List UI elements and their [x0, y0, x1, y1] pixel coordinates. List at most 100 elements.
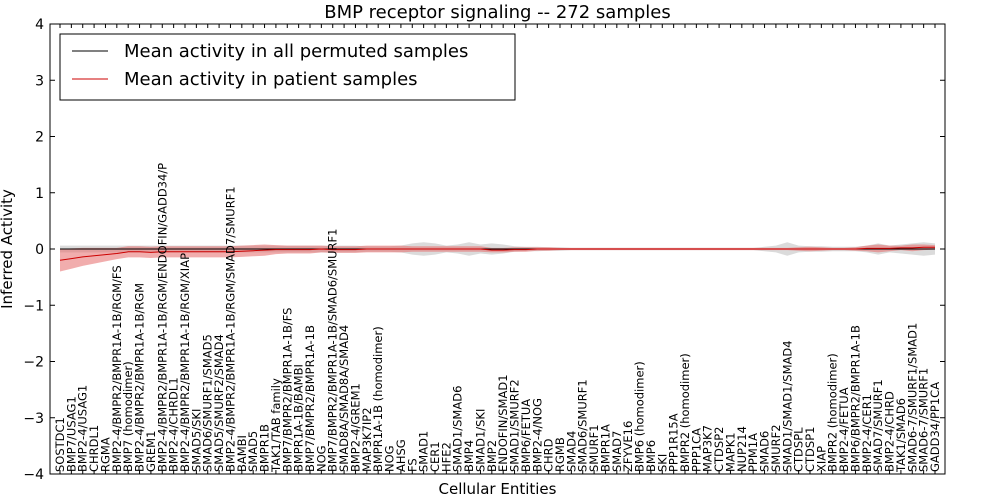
x-tick-label: PPM1A: [746, 433, 760, 472]
y-tick-label: −2: [23, 355, 44, 371]
x-tick-label: SMAD6-7/SMURF1/SMAD1: [905, 323, 919, 472]
x-tick-label: BMP7/BMPR2/BMPR1A-1B/FS: [280, 308, 294, 472]
legend: Mean activity in all permuted samples Mea…: [59, 33, 516, 101]
x-tick-label: CTDSP2: [712, 427, 726, 472]
legend-label-2: Mean activity in patient samples: [124, 69, 418, 90]
x-tick-label: SMAD8A/SMAD8A/SMAD4: [337, 325, 351, 472]
x-axis-label: Cellular Entities: [439, 480, 557, 498]
x-tick-label: BMP6: [644, 440, 658, 472]
axis-ticks: −4 −3 −2 −1 0 1 2 3 4: [23, 17, 945, 483]
x-tick-label: BMP2-4/FETUA: [837, 387, 851, 472]
x-tick-label: BMP2: [485, 440, 499, 472]
x-tick-label: SMAD5/SMURF2/SMAD4: [212, 334, 226, 472]
x-tick-label: MAP3K7IP2: [360, 407, 374, 472]
plot-frame: [49, 23, 946, 475]
x-tick-label: BMPR1A-1B/BAMBI: [292, 364, 306, 472]
x-tick-label: TAK1/SMAD6: [894, 398, 908, 473]
x-tick-label: BMPR2 (homodimer): [678, 353, 692, 472]
x-tick-label: MAP3K7: [701, 425, 715, 472]
x-tick-label: BMP6/BMPR2/BMPR1A-1B: [848, 325, 862, 472]
legend-box: [59, 33, 516, 101]
x-tick-label: SMAD1/SMAD6: [451, 386, 465, 472]
x-tick-label: TAK1/TAB family: [269, 378, 283, 473]
x-tick-label: CTDSP1: [803, 427, 817, 472]
x-tick-label: ENDOFIN/SMAD1: [496, 374, 510, 472]
x-tick-label: BMP2-4/CHRD: [883, 391, 897, 472]
series-band-2: [60, 244, 935, 272]
x-tick-label: BMP7/BMPR2/BMPR1A-1B/SMAD6/SMURF1: [326, 229, 340, 472]
x-tick-label: AHSG: [394, 439, 408, 472]
x-tick-label: BMP6 (homodimer): [633, 361, 647, 472]
x-tick-label: CER1: [428, 441, 442, 472]
x-tick-label: NOG: [383, 445, 397, 472]
x-tick-label: SMURF2: [769, 424, 783, 472]
chart-title: BMP receptor signaling -- 272 samples: [324, 2, 671, 23]
x-tick-label: BMP6/FETUA: [519, 399, 533, 472]
y-tick-label: 0: [35, 242, 44, 258]
x-tick-label: RGMA: [98, 437, 112, 472]
x-tick-label: MAPK1: [723, 432, 737, 472]
y-tick-label: 1: [35, 186, 44, 202]
x-tick-label: BMP2-4/BMPR2/BMPR1A-1B/RGM/FS: [110, 265, 124, 472]
y-tick-label: 4: [35, 17, 44, 33]
x-tick-label: BMPR2 (homodimer): [826, 353, 840, 472]
x-tick-label: BMPR1A: [598, 424, 612, 472]
x-tick-label: SMAD1/SMAD1/SMAD4: [780, 340, 794, 472]
y-tick-label: −4: [23, 467, 44, 483]
x-tick-label: ZFYVE16: [621, 421, 635, 472]
x-tick-label: BMP7 (homodimer): [121, 361, 135, 472]
x-tick-label: BMP7/BMPR2/BMPR1A-1B: [303, 325, 317, 472]
x-tick-label: BMP2-4/NOG: [530, 398, 544, 472]
y-tick-label: −1: [23, 298, 44, 314]
x-tick-label: SMAD6: [758, 431, 772, 472]
x-tick-label: CTDSPL: [792, 427, 806, 472]
x-tick-label: CHRD: [542, 438, 556, 472]
x-tick-label: GADD34/PP1CA: [928, 382, 942, 472]
x-tick-label: SMAD6/SMURF1/SMAD5: [201, 334, 215, 472]
x-tick-label: RGMB: [553, 437, 567, 472]
x-tick-label: XIAP: [814, 446, 828, 472]
x-tick-label: BMP2-4/GREM1: [348, 383, 362, 472]
x-tick-label: BMP4: [462, 440, 476, 472]
x-tick-label: SMAD1: [417, 431, 431, 472]
x-tick-label: SKI: [655, 454, 669, 472]
x-tick-label: BMP7/USAG1: [64, 396, 78, 472]
x-tick-labels: SOSTDC1BMP7/USAG1BMP2-4/USAG1CHRDL1RGMAB…: [53, 163, 942, 473]
x-tick-label: BMPR1A-1B (homodimer): [371, 326, 385, 472]
x-tick-label: SMAD1/SMURF2: [508, 379, 522, 472]
legend-label-1: Mean activity in all permuted samples: [124, 41, 468, 62]
series-line-2: [59, 246, 935, 261]
x-tick-label: BAMBI: [235, 435, 249, 472]
x-tick-label: GREM1: [144, 431, 158, 472]
series-lines: [59, 246, 935, 261]
x-tick-label: BMP2-4/BMPR2/BMPR1A-1B/RGM/SMAD7/SMURF1: [223, 186, 237, 472]
x-tick-label: SMAD7/SMURF1: [871, 379, 885, 472]
x-tick-label: BMPR1B: [258, 424, 272, 472]
x-tick-label: BMP2-4/USAG1: [76, 385, 90, 472]
y-tick-label: 2: [35, 130, 44, 146]
y-axis-label: Inferred Activity: [0, 189, 16, 309]
x-tick-label: SMAD7: [610, 431, 624, 472]
x-tick-label: NUP214: [735, 426, 749, 472]
x-tick-label: SMURF1: [587, 424, 601, 472]
x-tick-label: PPP1R15A: [667, 413, 681, 472]
x-tick-label: SMAD5: [246, 431, 260, 472]
x-tick-label: BMP2-4/BMPR2/BMPR1A-1B/RGM/ENDOFIN/GADD3…: [155, 163, 169, 472]
x-tick-label: CHRDL1: [87, 425, 101, 472]
y-tick-label: −3: [23, 411, 44, 427]
x-tick-label: SMAD4: [564, 431, 578, 472]
x-tick-label: SMAD6/SMURF1: [576, 379, 590, 472]
x-tick-label: BMP2-4/CER1: [860, 394, 874, 472]
x-tick-label: SMAD1/SKI: [473, 409, 487, 472]
x-tick-label: HFE2: [439, 442, 453, 472]
x-tick-label: PPP1CA: [689, 428, 703, 472]
x-tick-label: FS: [405, 458, 419, 472]
x-tick-label: SMAD5/SKI: [189, 409, 203, 472]
x-tick-label: BMP2-4/CHRDL1: [167, 377, 181, 472]
x-tick-label: BMP2-4/BMPR2/BMPR1A-1B/RGM/XIAP: [178, 253, 192, 472]
x-tick-label: BMP2-4/BMPR2/BMPR1A-1B/RGM: [133, 283, 147, 472]
y-tick-label: 3: [35, 73, 44, 89]
x-tick-label: SOSTDC1: [53, 417, 67, 472]
